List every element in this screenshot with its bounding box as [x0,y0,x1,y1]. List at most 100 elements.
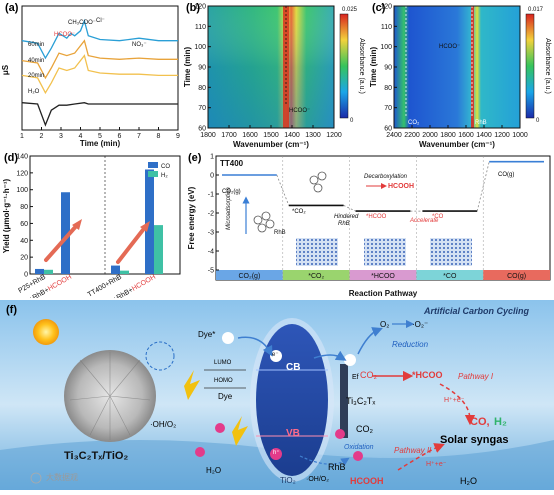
ytick-label: 70 [384,105,392,112]
watermark-logo [30,472,42,484]
oxidation-label: Oxidation [344,444,374,451]
co2-oxidation-label: CO₂ [356,424,373,434]
trace-label-20min: 20min [28,73,44,79]
oh-label-1: ·OH/O₂ [150,420,177,429]
o2-label: O₂ [380,320,390,329]
state-box-2 [349,270,417,280]
state-label-0: CO₂(g) [222,189,241,195]
panel-c-colorbar [525,13,535,119]
energy-connector-0 [276,174,290,206]
panel-e-ylabel: Free energy (eV) [187,186,196,249]
pathway2-arrow [397,443,445,471]
h2o-product-label: H₂O [460,476,477,486]
reduction-label: Reduction [392,340,429,349]
panel-b: 120 110 100 90 80 70 60 1800 1700 1600 1500 1400 13… [182,0,368,150]
panel-a-label: (a) [5,2,19,14]
ytick-label: 120 [16,170,28,177]
xtick-label: 1200 [326,132,342,139]
note-decarb: Decarboxylation [364,174,408,180]
dye-to-cb-arrow [237,336,273,357]
panel-c-label: (c) [372,2,386,14]
panel-f-illustration [0,300,554,490]
bar-co-0 [35,268,44,274]
xtick-label: 1800 [200,132,216,139]
xtick-label: 6 [118,133,122,140]
panel-b-cbar-max: 0.025 [342,7,358,13]
state-box-0 [216,270,283,280]
ox-hole-icon-1 [335,429,345,439]
ti3c2-slab [340,364,348,438]
xtick-label: 2200 [404,132,420,139]
panel-d-label: (d) [4,152,19,164]
ytick-label: 1 [210,154,214,161]
note-rhb2: RhB [338,221,350,227]
xtick-label: 1400 [284,132,300,139]
ytick-label: -2 [208,211,214,218]
state-name-2: *HCOO [371,273,395,280]
xtick-label: 5 [98,133,102,140]
annot-ch3coo: CH₃COO⁻ [68,20,96,26]
panel-a-xlabel: Time (min) [80,139,121,148]
legend-h2: H₂ [161,173,168,179]
ytick-label: 80 [384,85,392,92]
panel-e-label: (e) [188,152,202,164]
cb-electron-text: e⁻ [272,352,279,358]
ti3c2-label: Ti₃C₂Tₓ [346,396,376,406]
rhb-label: RhB [328,462,346,472]
bar-co-1 [61,192,70,274]
panel-e-title: TT400 [220,159,244,168]
state-name-3: *CO [443,273,457,280]
xtick-label: 1 [20,133,24,140]
hcoo-label: *HCOO [412,370,443,380]
xtick-label: 1300 [305,132,321,139]
trace-1 [21,39,178,80]
trace-3 [21,102,178,127]
panel-c-cbar-max: 0.017 [528,7,544,13]
watermark-text: 大数据观 [46,473,78,482]
panel-b-label: (b) [186,2,201,14]
h2o-reactant-label: H₂O [206,466,222,475]
h2-product-label: H₂ [494,416,507,428]
energy-connector-3 [476,161,490,212]
state-name-1: *CO₂ [308,273,324,280]
state-label-3: *CO [432,214,444,220]
cb-to-ti3c2-arrow [313,350,347,361]
panel-c-ylabel: Time (min) [369,47,378,88]
dye-star-label: Dye* [198,330,216,339]
panel-c: 120 110 100 90 80 70 60 2400 2200 2000 1800 1600 14… [368,0,554,150]
bar-h2-3 [154,225,163,274]
panel-e: CO₂(g) *CO₂ *HCOO *CO CO(g) 1 0 -1 -2 -3 -4 -5 [186,150,554,300]
xtick-label: 1600 [242,132,258,139]
state-label-1: *CO₂ [292,209,306,215]
xtick-label: 8 [157,133,161,140]
xtick-label: 1000 [512,132,528,139]
e-to-o2-arrow [357,327,383,355]
ytick-label: 60 [198,126,206,133]
ytick-label: 60 [384,126,392,133]
pathway1-label: Pathway I [458,372,494,381]
annot-cl: Cl⁻ [96,18,105,24]
xtick-label: 1200 [494,132,510,139]
ytick-label: 40 [20,238,28,245]
panel-a: 1 2 3 4 5 6 7 8 9 Time (min) μS 60min 40min 20mi… [0,0,182,150]
ytick-label: 90 [384,65,392,72]
trend-arrow-1 [116,224,148,264]
ytick-label: -1 [208,192,214,199]
panel-c-annot-co2: CO₂ [408,120,420,126]
panel-b-heatmap-shade [208,6,334,128]
ox-hole-icon-2 [353,451,363,461]
state-name-0: CO₂(g) [239,273,261,280]
ti3c2-electron-icon [344,354,356,366]
o2-radical-label: ·O₂⁻ [412,320,429,329]
panel-e-chart: CO₂(g) *CO₂ *HCOO *CO CO(g) 1 0 -1 -2 -3 -4 -5 [187,154,551,298]
panel-c-heatmap [394,6,520,128]
bar-h2-2 [120,270,129,274]
cb-electron-icon [270,350,282,362]
panel-c-hot-band [471,6,474,128]
xtick-label: 3 [59,133,63,140]
rhb-molecule-top-icon [309,171,327,193]
trend-arrow-head-1 [140,221,150,232]
lightning-icon-2 [232,416,248,446]
panel-a-chart: 1 2 3 4 5 6 7 8 9 Time (min) μS 60min 40min 20mi… [1,5,180,148]
